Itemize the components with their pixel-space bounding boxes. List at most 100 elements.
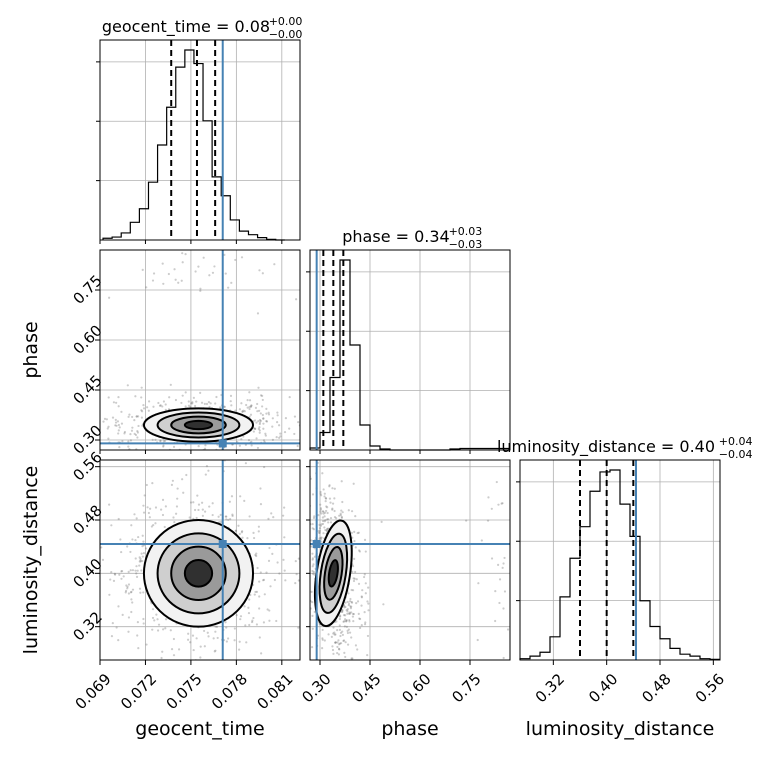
sample-point [216,636,219,640]
sample-point [257,427,260,430]
sample-point [357,612,360,615]
sample-point [262,621,266,624]
sample-point [319,508,322,511]
sample-point [294,560,297,563]
sample-point [317,514,320,517]
sample-point [262,422,265,425]
sample-point [108,503,111,506]
sample-point [284,417,288,420]
sample-point [251,620,254,624]
sample-point [322,512,325,515]
sample-point [116,420,119,423]
sample-point [150,525,153,528]
sample-point [137,535,140,539]
sample-point [338,617,341,621]
sample-point [141,555,144,558]
sample-point [259,487,262,490]
sample-point [179,672,181,674]
sample-point [110,635,114,638]
sample-point [322,510,325,513]
sample-point [347,661,349,663]
y-axis-label-phase: phase [20,321,42,378]
sample-point [319,492,322,495]
sample-point [112,401,116,404]
sample-point [133,513,136,516]
sample-point [248,598,251,601]
sample-point [490,507,493,510]
sample-point [130,610,133,614]
sample-point [174,512,178,515]
sample-point [258,409,261,412]
sample-point [256,312,260,315]
sample-point [253,427,256,430]
sample-point [255,552,258,555]
sample-point [341,511,344,514]
sample-point [208,274,211,277]
sample-point [305,474,307,476]
xtick-label: 0.075 [163,670,206,713]
sample-point [253,451,255,453]
sample-point [238,648,241,651]
sample-point [339,702,341,704]
sample-point [351,657,354,660]
sample-point [127,445,130,448]
sample-point [122,575,125,578]
sample-point [363,575,366,579]
sample-point [131,569,135,572]
sample-point [258,422,261,426]
sample-point [248,407,251,411]
sample-point [239,615,243,618]
sample-point [324,497,328,500]
sample-point [341,500,344,504]
sample-point [152,405,155,408]
sample-point [238,532,241,536]
sample-point [248,399,252,402]
sample-point [203,447,207,450]
sample-point [136,634,139,637]
sample-point [351,570,354,573]
title-sup: +0.04 [719,435,753,448]
panel-frame [99,249,301,451]
sample-point [253,427,257,430]
sample-point [254,590,257,594]
sample-point [233,639,236,642]
sample-point [204,444,207,447]
sample-point [165,452,167,454]
sample-point [266,608,269,611]
contour-line [327,559,339,588]
sample-point [329,521,333,524]
sample-point [321,628,324,631]
sample-point [331,508,334,511]
sample-point [303,535,305,537]
sample-point [297,502,299,504]
sample-point [136,436,139,439]
sample-point [157,401,160,405]
sample-point [177,648,181,651]
sample-point [162,400,166,403]
sample-point [294,582,297,585]
sample-point [242,409,245,412]
sample-point [310,646,314,649]
sample-point [173,520,176,524]
sample-point [356,531,359,535]
sample-point [117,517,120,521]
histogram-luminosity_distance [519,469,720,660]
sample-point [131,538,134,541]
sample-point [344,601,347,604]
sample-point [297,579,300,582]
sample-point [364,550,367,553]
sample-point [340,480,343,483]
sample-point [117,396,120,399]
sample-point [227,286,230,289]
sample-point [272,516,275,519]
sample-point [279,435,282,438]
sample-point [288,396,291,399]
sample-point [327,633,330,636]
sample-point [215,625,219,628]
sample-point [175,505,179,508]
sample-point [353,557,356,561]
sample-point [147,511,150,515]
sample-point [512,598,514,600]
sample-point [226,671,228,673]
sample-point [278,436,281,439]
